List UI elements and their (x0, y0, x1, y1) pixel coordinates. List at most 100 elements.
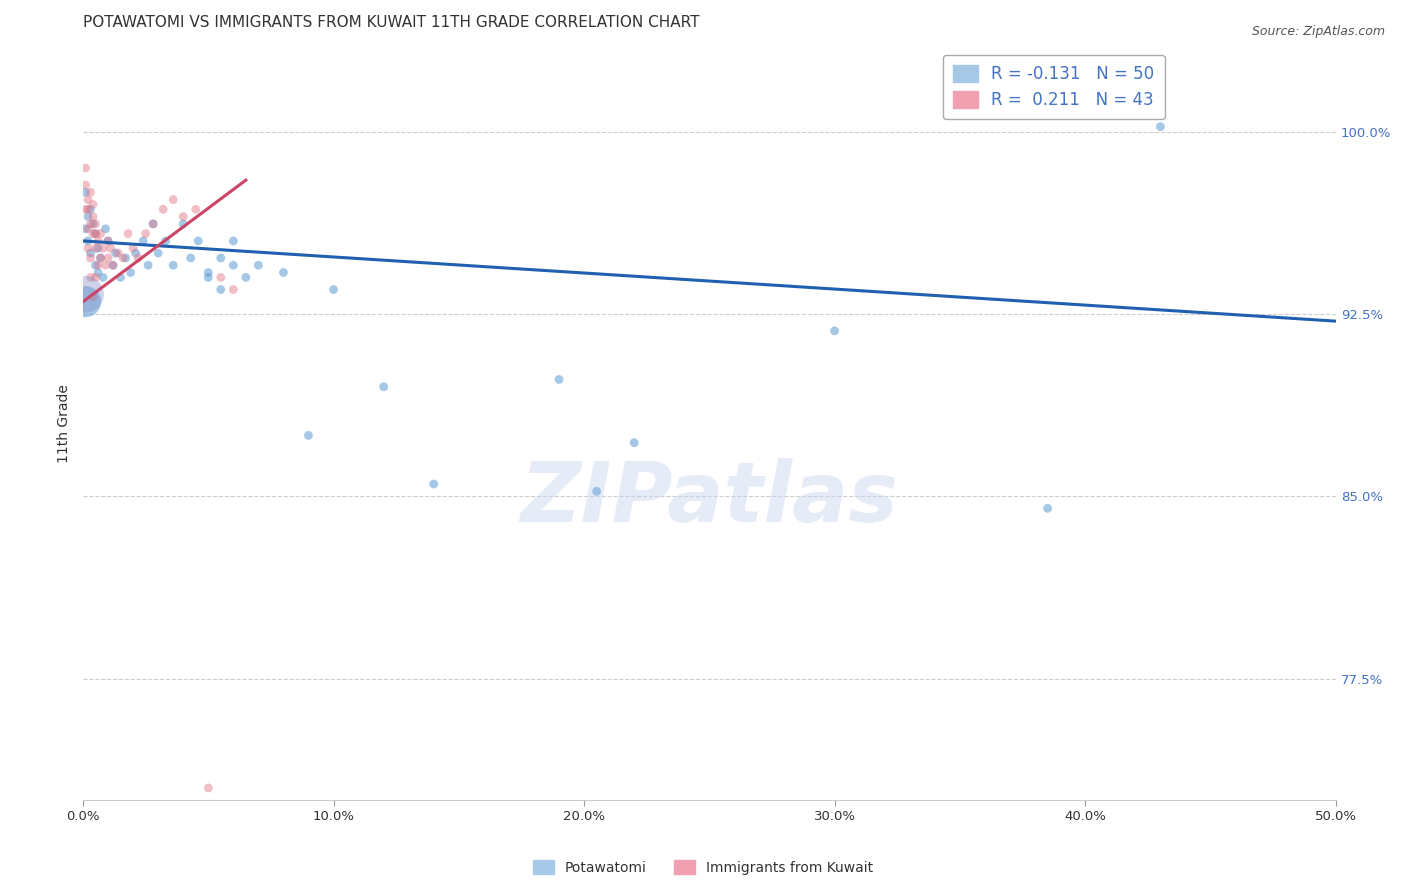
Point (209, 283, 232, 297)
Point (222, 283, 245, 297)
Point (585, 484, 607, 499)
Legend: Potawatomi, Immigrants from Kuwait: Potawatomi, Immigrants from Kuwait (527, 855, 879, 880)
Point (273, 266, 295, 280)
Point (155, 234, 177, 248)
Point (97, 234, 120, 248)
Text: Source: ZipAtlas.com: Source: ZipAtlas.com (1251, 25, 1385, 38)
Point (84, 241, 107, 255)
Point (197, 266, 219, 280)
Point (100, 241, 122, 255)
Point (297, 428, 319, 442)
Point (91, 270, 114, 285)
Legend: R = -0.131   N = 50, R =  0.211   N = 43: R = -0.131 N = 50, R = 0.211 N = 43 (943, 54, 1164, 120)
Point (247, 258, 270, 272)
Point (94, 221, 117, 235)
Point (197, 780, 219, 795)
Point (84, 227, 107, 241)
Point (87, 234, 110, 248)
Point (97, 251, 120, 265)
Point (548, 372, 571, 386)
Point (75, 202, 97, 217)
Point (162, 193, 184, 207)
Point (824, 324, 846, 338)
Point (117, 227, 139, 241)
Point (84, 258, 107, 272)
Point (187, 234, 209, 248)
Point (373, 380, 395, 394)
Point (84, 217, 107, 231)
Point (1149, 120, 1171, 134)
Point (79, 270, 101, 285)
Point (112, 251, 135, 265)
Point (146, 246, 169, 260)
Point (114, 251, 136, 265)
Point (209, 251, 232, 265)
Point (77, 234, 100, 248)
Point (172, 217, 194, 231)
Point (94, 258, 117, 272)
Point (142, 217, 165, 231)
Point (87, 241, 110, 255)
Point (77, 193, 100, 207)
Point (107, 246, 129, 260)
Point (79, 186, 101, 200)
Point (89, 251, 111, 265)
Point (79, 217, 101, 231)
Point (235, 270, 257, 285)
Point (101, 258, 124, 272)
Point (180, 251, 202, 265)
Point (84, 227, 107, 241)
Point (222, 258, 245, 272)
Text: ZIPatlas: ZIPatlas (520, 458, 898, 539)
Point (152, 202, 174, 217)
Point (423, 477, 446, 491)
Point (136, 258, 159, 272)
Point (197, 270, 219, 285)
Y-axis label: 11th Grade: 11th Grade (58, 384, 72, 463)
Point (77, 241, 100, 255)
Point (79, 251, 101, 265)
Point (97, 234, 120, 248)
Point (91, 241, 114, 255)
Point (75, 161, 97, 175)
Point (132, 234, 155, 248)
Point (142, 217, 165, 231)
Point (127, 251, 149, 265)
Point (75, 287, 97, 301)
Point (89, 227, 111, 241)
Point (82, 197, 104, 211)
Point (87, 266, 110, 280)
Point (87, 258, 110, 272)
Point (75, 294, 97, 309)
Point (135, 227, 157, 241)
Point (77, 202, 100, 217)
Point (222, 234, 245, 248)
Point (172, 210, 194, 224)
Point (82, 217, 104, 231)
Point (162, 258, 184, 272)
Point (77, 221, 100, 235)
Point (75, 178, 97, 192)
Point (124, 246, 146, 260)
Point (82, 290, 104, 304)
Point (110, 270, 132, 285)
Point (122, 241, 145, 255)
Point (209, 270, 232, 285)
Point (75, 186, 97, 200)
Point (623, 435, 645, 450)
Point (322, 283, 344, 297)
Point (77, 210, 100, 224)
Point (89, 251, 111, 265)
Point (82, 227, 104, 241)
Text: POTAWATOMI VS IMMIGRANTS FROM KUWAIT 11TH GRADE CORRELATION CHART: POTAWATOMI VS IMMIGRANTS FROM KUWAIT 11T… (83, 15, 700, 30)
Point (84, 270, 107, 285)
Point (79, 246, 101, 260)
Point (75, 221, 97, 235)
Point (1036, 501, 1059, 516)
Point (104, 246, 127, 260)
Point (79, 202, 101, 217)
Point (101, 258, 124, 272)
Point (82, 210, 104, 224)
Point (120, 266, 142, 280)
Point (184, 202, 207, 217)
